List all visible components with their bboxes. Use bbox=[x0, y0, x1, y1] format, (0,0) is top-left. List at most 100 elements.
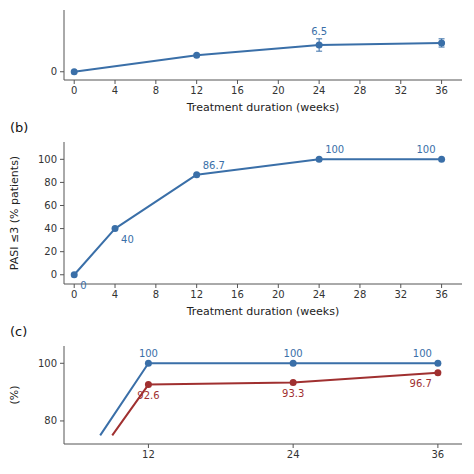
panel: 12243680100(%)(c)10010010092.693.396.7 bbox=[8, 324, 462, 460]
data-label: 100 bbox=[284, 348, 303, 359]
x-tick-label: 20 bbox=[272, 85, 285, 96]
marker bbox=[434, 369, 441, 376]
data-label: 92.6 bbox=[137, 390, 159, 401]
x-tick bbox=[319, 284, 320, 288]
series-line bbox=[112, 373, 438, 436]
x-tick bbox=[237, 80, 238, 84]
data-label: 0 bbox=[80, 280, 86, 291]
data-label: 93.3 bbox=[282, 388, 304, 399]
y-axis-line bbox=[64, 346, 65, 444]
marker bbox=[316, 156, 323, 163]
error-bar-cap bbox=[439, 38, 445, 39]
x-tick bbox=[115, 284, 116, 288]
x-axis-label: Treatment duration (weeks) bbox=[186, 101, 339, 114]
x-tick-label: 4 bbox=[112, 289, 118, 300]
marker bbox=[316, 42, 323, 49]
marker bbox=[193, 171, 200, 178]
data-label: 86.7 bbox=[203, 160, 225, 171]
x-tick-label: 16 bbox=[231, 289, 244, 300]
x-tick-label: 12 bbox=[190, 289, 203, 300]
x-tick bbox=[400, 80, 401, 84]
x-tick bbox=[278, 80, 279, 84]
x-tick-label: 4 bbox=[112, 85, 118, 96]
labels: 6.5 bbox=[311, 26, 327, 37]
panel-label: (b) bbox=[10, 120, 28, 135]
annotation: 6.5 bbox=[311, 26, 327, 37]
x-axis-label: Treatment duration (weeks) bbox=[186, 305, 339, 318]
error-bar-cap bbox=[439, 47, 445, 48]
plot-area bbox=[71, 39, 445, 75]
x-tick bbox=[237, 284, 238, 288]
x-tick-label: 32 bbox=[394, 85, 407, 96]
labels: 10010010092.693.396.7 bbox=[137, 348, 432, 400]
x-tick bbox=[74, 80, 75, 84]
marker bbox=[145, 360, 152, 367]
x-tick bbox=[115, 80, 116, 84]
marker bbox=[112, 225, 119, 232]
y-tick bbox=[60, 420, 64, 421]
x-tick bbox=[437, 444, 438, 448]
y-tick bbox=[60, 274, 64, 275]
error-bar-cap bbox=[316, 38, 322, 39]
marker bbox=[193, 52, 200, 59]
figure: 048121620242832360Treatment duration (we… bbox=[0, 0, 474, 474]
x-tick bbox=[196, 284, 197, 288]
y-tick-label: 80 bbox=[44, 415, 57, 426]
y-tick-label: 80 bbox=[44, 177, 57, 188]
y-tick bbox=[60, 182, 64, 183]
x-tick bbox=[196, 80, 197, 84]
x-tick-label: 36 bbox=[435, 289, 448, 300]
x-tick bbox=[148, 444, 149, 448]
y-tick bbox=[60, 205, 64, 206]
x-tick-label: 16 bbox=[231, 85, 244, 96]
x-axis-line bbox=[64, 80, 462, 81]
y-tick bbox=[60, 363, 64, 364]
y-tick bbox=[60, 159, 64, 160]
series-line bbox=[100, 363, 438, 435]
y-axis-line bbox=[64, 10, 65, 80]
x-axis-line bbox=[64, 444, 462, 445]
x-tick-label: 24 bbox=[313, 85, 326, 96]
x-tick-label: 12 bbox=[142, 449, 155, 460]
data-label: 100 bbox=[139, 348, 158, 359]
marker bbox=[434, 360, 441, 367]
y-axis-label: (%) bbox=[8, 385, 21, 404]
panel-label: (c) bbox=[10, 324, 27, 339]
x-tick-label: 36 bbox=[432, 449, 445, 460]
y-tick-label: 0 bbox=[51, 269, 57, 280]
marker bbox=[438, 39, 445, 46]
data-label: 40 bbox=[121, 234, 134, 245]
x-axis-line bbox=[64, 284, 462, 285]
series-line bbox=[74, 159, 441, 274]
y-tick-label: 60 bbox=[44, 200, 57, 211]
marker bbox=[71, 68, 78, 75]
error-bar bbox=[439, 39, 445, 47]
labels: 04086.7100100 bbox=[80, 144, 435, 290]
panel: 04812162024283236020406080100Treatment d… bbox=[8, 120, 462, 318]
x-tick bbox=[293, 444, 294, 448]
plot-area bbox=[71, 156, 445, 278]
x-tick bbox=[400, 284, 401, 288]
y-tick-label: 20 bbox=[44, 246, 57, 257]
x-tick-label: 28 bbox=[354, 289, 367, 300]
marker bbox=[438, 156, 445, 163]
x-tick-label: 0 bbox=[71, 85, 77, 96]
x-tick bbox=[441, 284, 442, 288]
y-axis-line bbox=[64, 142, 65, 284]
x-tick-label: 24 bbox=[313, 289, 326, 300]
x-tick bbox=[359, 284, 360, 288]
y-tick-label: 40 bbox=[44, 223, 57, 234]
marker bbox=[145, 381, 152, 388]
x-tick-label: 36 bbox=[435, 85, 448, 96]
panel: 048121620242832360Treatment duration (we… bbox=[51, 10, 462, 114]
y-tick bbox=[60, 228, 64, 229]
x-tick-label: 24 bbox=[287, 449, 300, 460]
marker bbox=[71, 271, 78, 278]
x-tick-label: 20 bbox=[272, 289, 285, 300]
y-tick-label: 100 bbox=[38, 358, 57, 369]
y-tick-label: 100 bbox=[38, 154, 57, 165]
y-axis-label: PASI ≤3 (% patients) bbox=[8, 156, 21, 270]
x-tick-label: 0 bbox=[71, 289, 77, 300]
x-tick bbox=[155, 284, 156, 288]
x-tick bbox=[74, 284, 75, 288]
